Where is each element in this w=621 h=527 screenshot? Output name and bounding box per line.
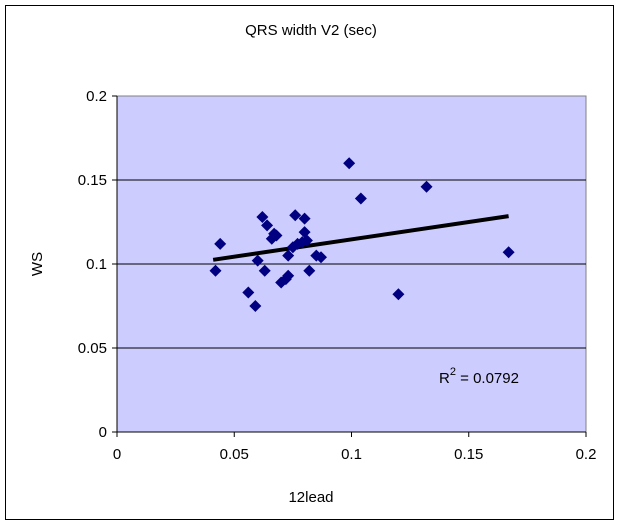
r-squared-superscript: 2 bbox=[450, 366, 456, 378]
y-tick-label-4: 0.2 bbox=[86, 88, 107, 105]
trendline bbox=[212, 214, 509, 262]
data-point-29 bbox=[502, 246, 515, 259]
data-point-28 bbox=[420, 180, 433, 193]
data-point-13 bbox=[282, 269, 295, 282]
gridlines bbox=[117, 179, 586, 349]
r-squared-prefix: R bbox=[439, 370, 450, 387]
y-tick-label-0: 0 bbox=[99, 424, 107, 441]
data-point-25 bbox=[343, 157, 356, 170]
data-point-6 bbox=[258, 264, 271, 277]
data-point-26 bbox=[354, 192, 367, 205]
data-point-1 bbox=[214, 237, 227, 250]
data-point-4 bbox=[251, 254, 264, 267]
data-point-2 bbox=[242, 286, 255, 299]
y-tick-label-2: 0.1 bbox=[86, 256, 107, 273]
r-squared-annotation: R2 = 0.0792 bbox=[439, 366, 519, 387]
x-tick-label-1: 0.05 bbox=[220, 446, 249, 463]
data-points bbox=[209, 157, 515, 312]
y-axis: 0 0.05 0.1 0.15 0.2 bbox=[78, 88, 118, 441]
r-squared-value: = 0.0792 bbox=[456, 370, 519, 387]
data-point-14 bbox=[282, 249, 295, 262]
data-point-10 bbox=[270, 229, 283, 242]
data-point-22 bbox=[303, 264, 316, 277]
x-tick-label-2: 0.1 bbox=[341, 446, 362, 463]
data-point-24 bbox=[315, 251, 328, 264]
data-point-16 bbox=[289, 209, 302, 222]
y-axis-title: WS bbox=[29, 252, 46, 276]
data-point-5 bbox=[256, 210, 269, 223]
data-point-27 bbox=[392, 288, 405, 301]
x-axis: 0 0.05 0.1 0.15 0.2 bbox=[113, 431, 597, 463]
chart-title: QRS width V2 (sec) bbox=[245, 22, 377, 39]
chart-area: QRS width V2 (sec) 0 0.05 0.1 0.15 0.2 0 0.05… bbox=[5, 5, 614, 520]
x-tick-label-3: 0.15 bbox=[454, 446, 483, 463]
trendline-group bbox=[212, 214, 509, 262]
data-point-7 bbox=[261, 219, 274, 232]
x-axis-title: 12lead bbox=[288, 489, 333, 506]
data-point-19 bbox=[298, 212, 311, 225]
y-tick-label-1: 0.05 bbox=[78, 340, 107, 357]
data-point-21 bbox=[300, 234, 313, 247]
data-point-0 bbox=[209, 264, 222, 277]
scatter-chart: QRS width V2 (sec) 0 0.05 0.1 0.15 0.2 0 0.05… bbox=[29, 22, 597, 506]
y-tick-label-3: 0.15 bbox=[78, 172, 107, 189]
data-point-20 bbox=[298, 226, 311, 239]
x-tick-label-0: 0 bbox=[113, 446, 121, 463]
x-tick-label-4: 0.2 bbox=[576, 446, 597, 463]
data-point-3 bbox=[249, 300, 262, 312]
